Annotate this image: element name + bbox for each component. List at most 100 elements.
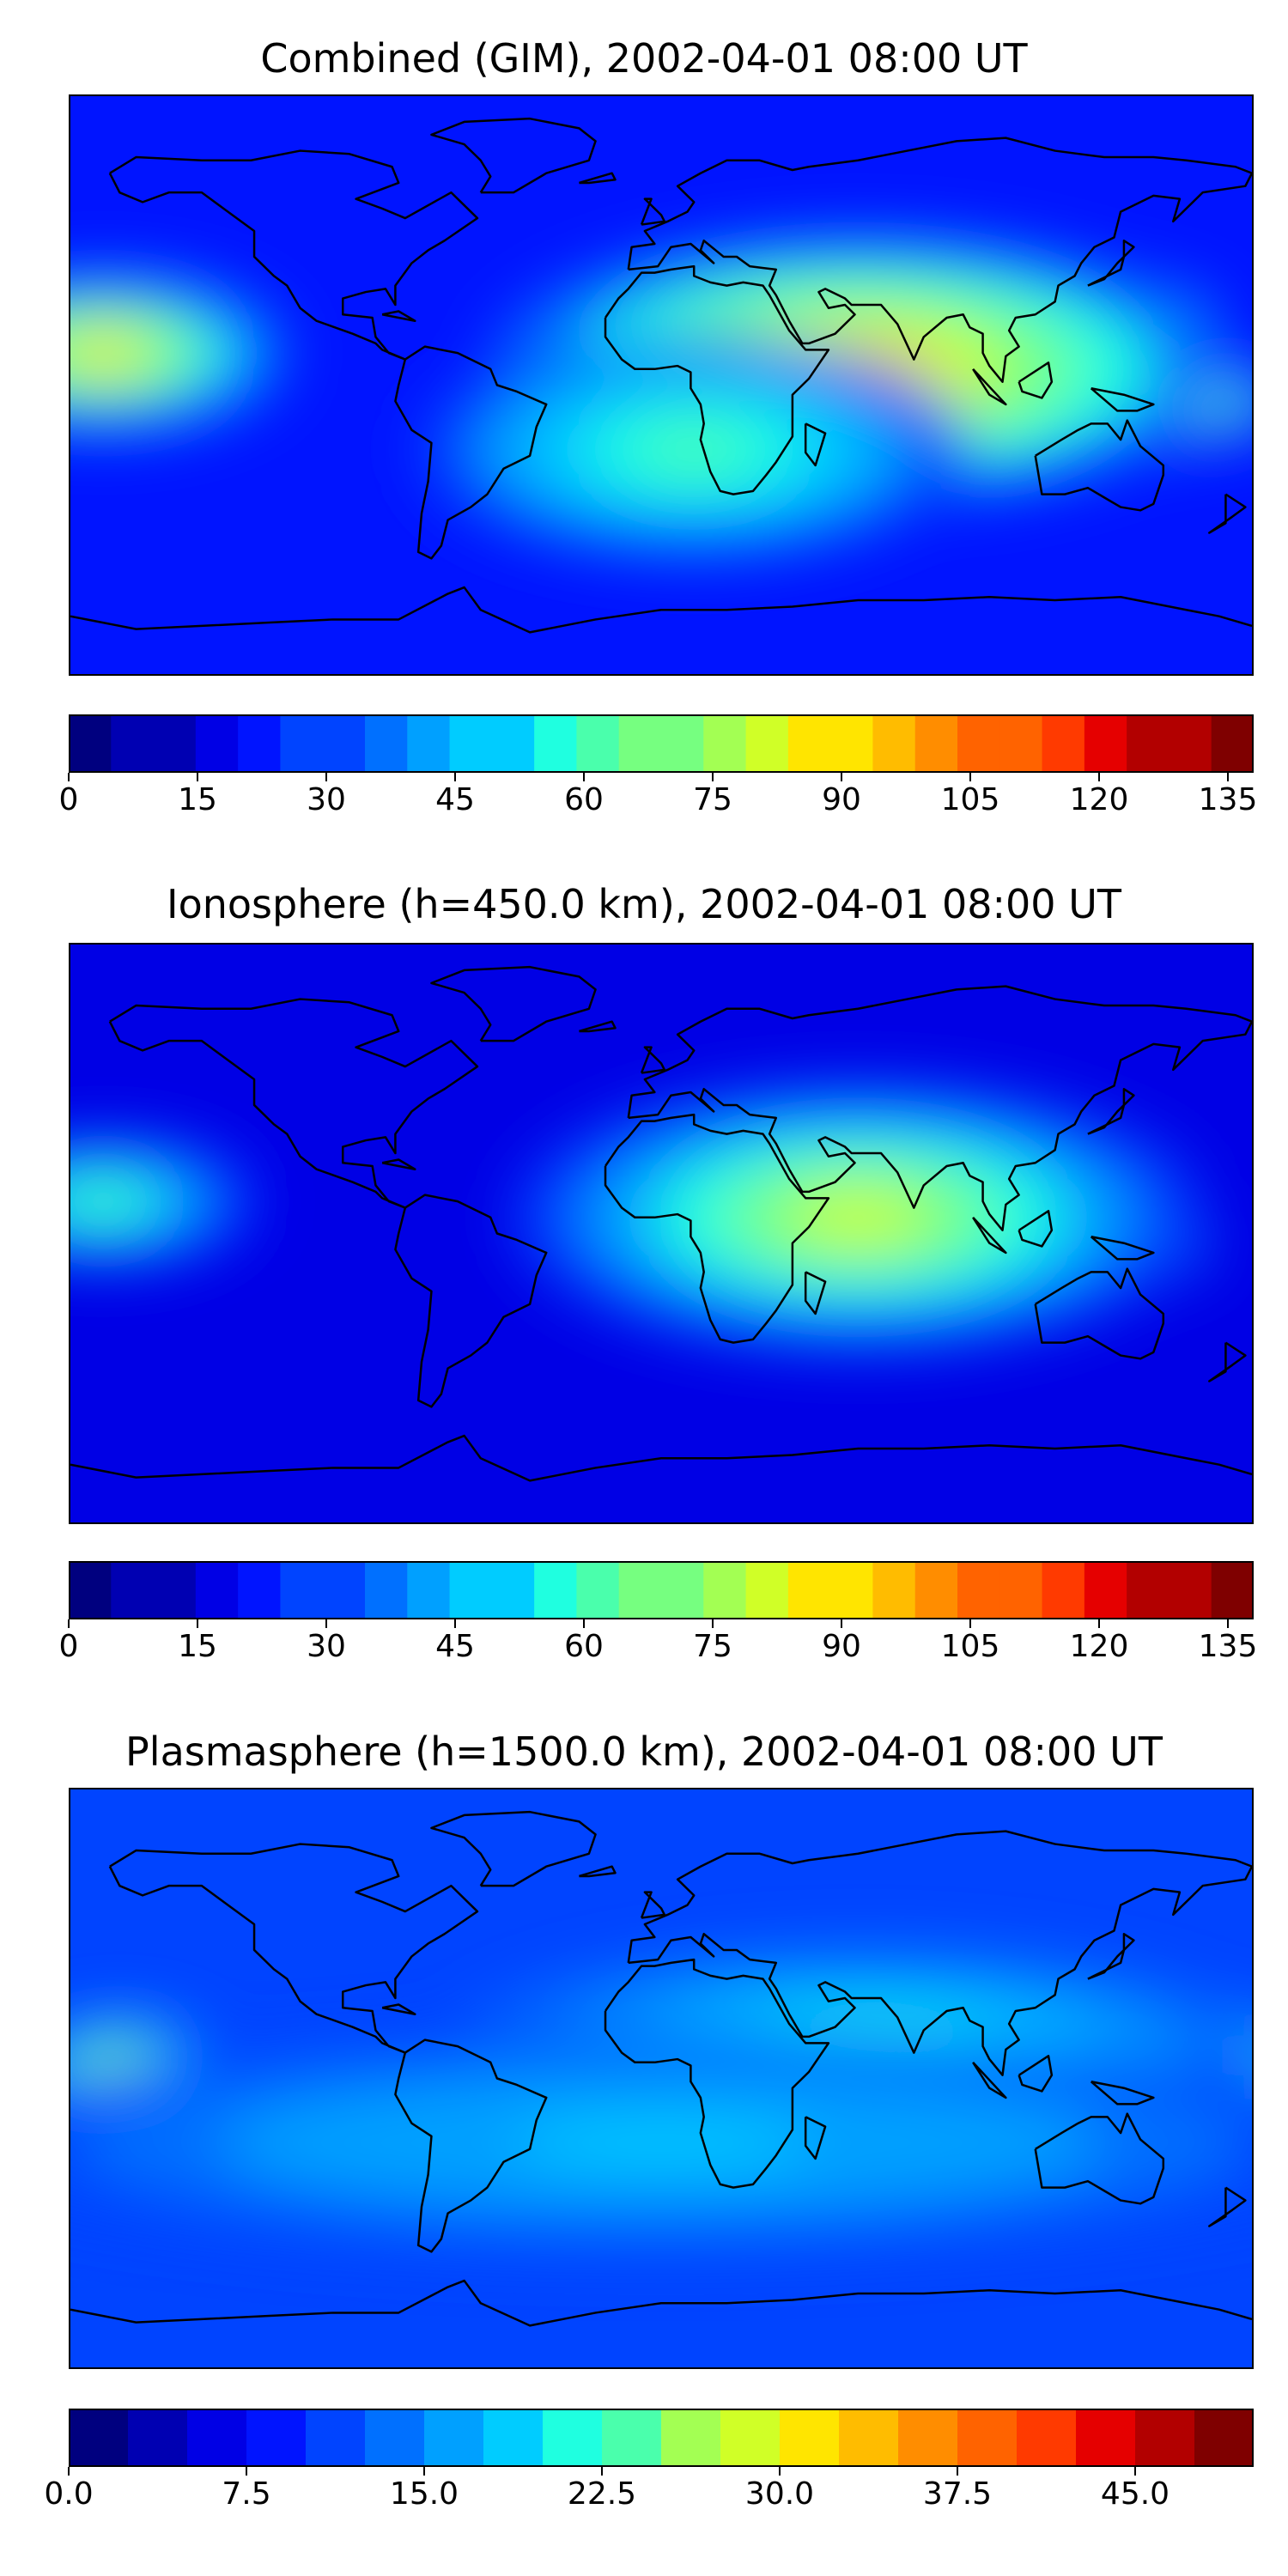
colorbar-tick-mark [1098, 773, 1100, 781]
colorbar-tick-mark [325, 773, 327, 781]
colorbar-segment [449, 714, 493, 773]
colorbar-segment [957, 2409, 1018, 2467]
colorbar-segment [576, 1561, 620, 1619]
colorbar-tick-label: 30.0 [744, 2476, 815, 2512]
contour-region [513, 2120, 809, 2166]
colorbar-tick-label: 135 [1198, 782, 1258, 817]
colorbar-segment [153, 714, 197, 773]
coastline [972, 1216, 1007, 1255]
colorbar-segment [1169, 714, 1212, 773]
coastline [1087, 1088, 1135, 1135]
colorbar-segment [872, 1561, 916, 1619]
colorbar-segment [957, 714, 1000, 773]
coastline [640, 197, 666, 226]
coastline [804, 422, 827, 467]
coastline [1034, 419, 1165, 512]
colorbar-segment [999, 714, 1043, 773]
field-contours [70, 1949, 1252, 2256]
coastline [1208, 1341, 1247, 1382]
colorbar-segment [365, 2409, 425, 2467]
coastline [1087, 240, 1135, 287]
colorbar-tick-mark [712, 773, 714, 781]
coastline [972, 368, 1007, 406]
colorbar-segment [999, 1561, 1043, 1619]
colorbar [69, 714, 1255, 773]
coastline [640, 1046, 666, 1074]
colorbar-tick-label: 105 [940, 1629, 1000, 1664]
colorbar-tick-label: 105 [940, 782, 1000, 817]
colorbar-tick-label: 0 [58, 782, 79, 817]
colorbar-tick-mark [1227, 1619, 1229, 1628]
colorbar-segment [914, 1561, 958, 1619]
colorbar-segment [1211, 1561, 1255, 1619]
colorbar-segment [745, 1561, 789, 1619]
coastline [394, 1194, 548, 1408]
colorbar-segment [111, 714, 155, 773]
colorbar-tick-label: 15.0 [389, 2476, 459, 2512]
colorbar-tick-mark [1227, 773, 1229, 781]
colorbar-tick-mark [1098, 1619, 1100, 1628]
colorbar-tick-label: 30 [307, 782, 346, 817]
colorbar-segment [576, 714, 620, 773]
colorbar-tick-label: 45 [435, 782, 475, 817]
coastline [579, 172, 617, 185]
colorbar-segment [246, 2409, 307, 2467]
colorbar-tick-label: 22.5 [567, 2476, 637, 2512]
colorbar-segment [195, 714, 239, 773]
colorbar-tick-mark [454, 1619, 456, 1628]
coastline [381, 310, 416, 322]
colorbar-tick-mark [583, 1619, 585, 1628]
colorbar-segment [661, 714, 704, 773]
colorbar-segment [280, 714, 324, 773]
coastline [972, 2061, 1007, 2099]
colorbar-segment [602, 2409, 662, 2467]
coastline [430, 1810, 597, 1887]
colorbar-segment [1211, 714, 1255, 773]
colorbar [69, 1561, 1255, 1619]
contour-region [70, 337, 141, 369]
colorbar-segment [1084, 714, 1127, 773]
colorbar-tick-label: 7.5 [222, 2476, 271, 2512]
colorbar-segment [618, 714, 662, 773]
colorbar-tick-label: 15 [178, 782, 217, 817]
colorbar-segment [914, 714, 958, 773]
colorbar-segment [1017, 2409, 1077, 2467]
colorbar-tick-mark [779, 2467, 781, 2476]
colorbar-tick-mark [454, 773, 456, 781]
colorbar-segment [424, 2409, 484, 2467]
colorbar-tick-label: 75 [693, 782, 732, 817]
field-contours [70, 234, 1252, 562]
colorbar-tick-mark [68, 2467, 70, 2476]
coastline [604, 264, 830, 495]
colorbar-segment [1135, 2409, 1195, 2467]
colorbar-segment [745, 714, 789, 773]
colorbar-segment [69, 2409, 129, 2467]
coastline [579, 1020, 617, 1033]
coastline [1018, 2055, 1054, 2093]
colorbar-tick-label: 135 [1198, 1629, 1258, 1664]
coastline [1090, 387, 1155, 412]
coastline [108, 1843, 479, 2054]
coastline [804, 1271, 827, 1315]
colorbar-tick-label: 90 [822, 1629, 861, 1664]
colorbar-tick-label: 30 [307, 1629, 346, 1664]
colorbar-tick-label: 60 [564, 782, 604, 817]
colorbar-segment [661, 1561, 704, 1619]
coastline [70, 586, 1252, 634]
colorbar-segment [898, 2409, 958, 2467]
colorbar-segment [153, 1561, 197, 1619]
colorbar-segment [491, 714, 535, 773]
coastline [804, 2116, 827, 2160]
coastline [1018, 361, 1054, 399]
colorbar-segment [306, 2409, 366, 2467]
colorbar-segment [872, 714, 916, 773]
colorbar-segment [534, 1561, 578, 1619]
colorbar-segment [69, 714, 112, 773]
coastline [1090, 1236, 1155, 1261]
coastline [394, 345, 548, 560]
contour-region [639, 427, 750, 472]
colorbar-tick-mark [841, 773, 842, 781]
colorbar-segment [1042, 714, 1085, 773]
colorbar-tick-label: 0.0 [44, 2476, 94, 2512]
colorbar-segment [787, 1561, 831, 1619]
